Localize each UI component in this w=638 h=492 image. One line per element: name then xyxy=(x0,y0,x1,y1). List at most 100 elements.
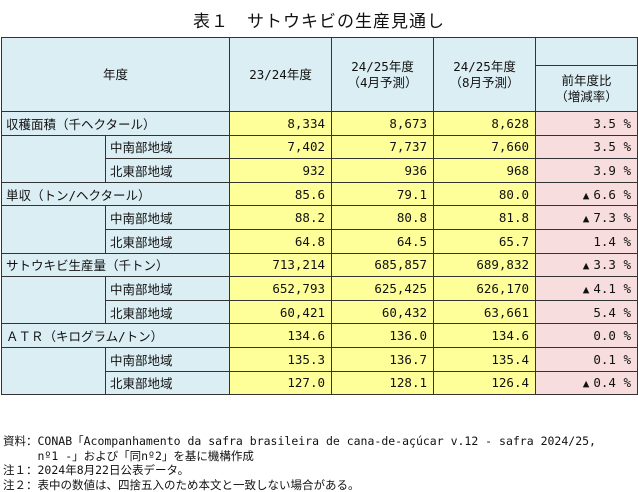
yoy-ratio-value: 1.4 % xyxy=(593,234,631,249)
row-label: サトウキビ生産量（千トン） xyxy=(2,253,230,277)
decrease-triangle-icon: ▲ xyxy=(583,283,590,296)
header-2425-august: 24/25年度 （8月予測） xyxy=(434,38,536,112)
note-2: 注２：表中の数値は、四捨五入のため本文と一致しない場合がある。 xyxy=(3,478,637,492)
value-2324: 932 xyxy=(230,159,332,183)
value-2324: 127.0 xyxy=(230,371,332,395)
yoy-ratio: ▲6.6 % xyxy=(536,182,638,206)
header-ratio: 前年度比 （増減率） xyxy=(536,66,638,112)
yoy-ratio-value: 3.5 % xyxy=(593,139,631,154)
row-indent xyxy=(2,206,106,230)
yoy-ratio: 1.4 % xyxy=(536,229,638,253)
row-indent xyxy=(2,229,106,253)
value-2324: 8,334 xyxy=(230,112,332,136)
value-2425-august: 134.6 xyxy=(434,324,536,348)
header-2425-april-line1: 24/25年度 xyxy=(336,59,429,75)
value-2425-april: 136.7 xyxy=(332,347,434,371)
value-2324: 652,793 xyxy=(230,277,332,301)
row-sublabel: 北東部地域 xyxy=(106,229,230,253)
yoy-ratio-value: 0.4 % xyxy=(593,375,631,390)
value-2425-august: 7,660 xyxy=(434,135,536,159)
yoy-ratio: 0.0 % xyxy=(536,324,638,348)
row-indent xyxy=(2,159,106,183)
value-2425-april: 685,857 xyxy=(332,253,434,277)
row-indent xyxy=(2,347,106,371)
header-ratio-top xyxy=(536,38,638,66)
yoy-ratio: 3.5 % xyxy=(536,135,638,159)
row-sublabel: 中南部地域 xyxy=(106,206,230,230)
value-2425-april: 936 xyxy=(332,159,434,183)
value-2324: 713,214 xyxy=(230,253,332,277)
yoy-ratio: 0.1 % xyxy=(536,347,638,371)
yoy-ratio: ▲4.1 % xyxy=(536,277,638,301)
row-indent xyxy=(2,277,106,301)
yoy-ratio: ▲7.3 % xyxy=(536,206,638,230)
header-2425-april: 24/25年度 （4月予測） xyxy=(332,38,434,112)
header-ratio-line1: 前年度比 xyxy=(540,73,633,89)
notes: 資料：CONAB「Acompanhamento da safra brasile… xyxy=(3,434,637,492)
value-2425-august: 63,661 xyxy=(434,300,536,324)
yoy-ratio: 3.9 % xyxy=(536,159,638,183)
value-2425-april: 7,737 xyxy=(332,135,434,159)
value-2425-august: 81.8 xyxy=(434,206,536,230)
yoy-ratio: ▲3.3 % xyxy=(536,253,638,277)
yoy-ratio-value: 3.5 % xyxy=(593,116,631,131)
row-sublabel: 中南部地域 xyxy=(106,347,230,371)
note-source-line1: 資料：CONAB「Acompanhamento da safra brasile… xyxy=(3,434,637,449)
row-indent xyxy=(2,371,106,395)
value-2425-april: 80.8 xyxy=(332,206,434,230)
value-2324: 64.8 xyxy=(230,229,332,253)
value-2425-august: 65.7 xyxy=(434,229,536,253)
value-2425-april: 79.1 xyxy=(332,182,434,206)
yoy-ratio-value: 3.9 % xyxy=(593,163,631,178)
value-2324: 7,402 xyxy=(230,135,332,159)
row-indent xyxy=(2,135,106,159)
row-sublabel: 北東部地域 xyxy=(106,371,230,395)
value-2425-april: 625,425 xyxy=(332,277,434,301)
yoy-ratio: ▲0.4 % xyxy=(536,371,638,395)
value-2425-august: 689,832 xyxy=(434,253,536,277)
sugarcane-production-table: 年度 23/24年度 24/25年度 （4月予測） 24/25年度 （8月予測）… xyxy=(1,37,638,395)
value-2425-august: 126.4 xyxy=(434,371,536,395)
header-year: 年度 xyxy=(2,38,230,112)
row-label: 収穫面積（千ヘクタール） xyxy=(2,112,230,136)
table-title: 表１ サトウキビの生産見通し xyxy=(0,7,638,32)
value-2425-august: 968 xyxy=(434,159,536,183)
value-2324: 85.6 xyxy=(230,182,332,206)
decrease-triangle-icon: ▲ xyxy=(583,259,590,272)
header-ratio-line2: （増減率） xyxy=(540,89,633,105)
row-sublabel: 北東部地域 xyxy=(106,159,230,183)
row-label: 単収（トン/ヘクタール） xyxy=(2,182,230,206)
value-2425-april: 60,432 xyxy=(332,300,434,324)
decrease-triangle-icon: ▲ xyxy=(583,212,590,225)
value-2324: 60,421 xyxy=(230,300,332,324)
header-2324: 23/24年度 xyxy=(230,38,332,112)
header-2425-august-line2: （8月予測） xyxy=(438,75,531,91)
yoy-ratio-value: 4.1 % xyxy=(593,281,631,296)
row-indent xyxy=(2,300,106,324)
decrease-triangle-icon: ▲ xyxy=(583,377,590,390)
value-2425-august: 8,628 xyxy=(434,112,536,136)
value-2425-april: 128.1 xyxy=(332,371,434,395)
value-2425-august: 626,170 xyxy=(434,277,536,301)
value-2425-august: 80.0 xyxy=(434,182,536,206)
row-label: ＡＴＲ（キログラム/トン） xyxy=(2,324,230,348)
row-sublabel: 中南部地域 xyxy=(106,135,230,159)
value-2425-august: 135.4 xyxy=(434,347,536,371)
yoy-ratio-value: 6.6 % xyxy=(593,187,631,202)
value-2324: 88.2 xyxy=(230,206,332,230)
yoy-ratio-value: 0.0 % xyxy=(593,328,631,343)
value-2425-april: 8,673 xyxy=(332,112,434,136)
decrease-triangle-icon: ▲ xyxy=(583,189,590,202)
